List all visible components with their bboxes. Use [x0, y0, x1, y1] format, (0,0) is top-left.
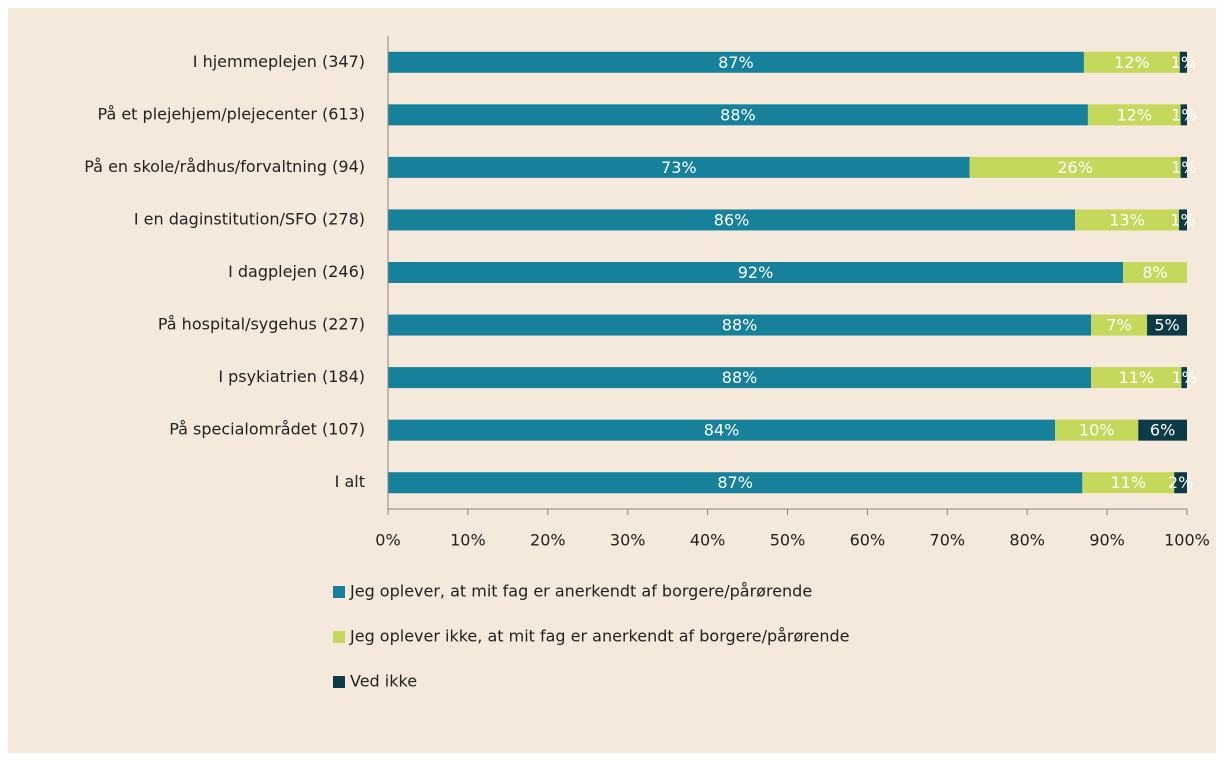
- bar-segment: [1055, 419, 1139, 441]
- legend-swatch: [333, 586, 345, 598]
- data-label: 86%: [714, 210, 750, 229]
- data-label: 5%: [1154, 316, 1179, 335]
- bar-segment: [1138, 419, 1187, 441]
- bar-segment: [1087, 104, 1181, 126]
- data-label: 87%: [717, 473, 753, 492]
- data-label: 12%: [1116, 105, 1152, 124]
- x-tick-label: 60%: [850, 531, 886, 550]
- y-tick-label: I dagplejen (246): [228, 262, 365, 281]
- bar-segment: [388, 472, 1083, 494]
- x-tick-label: 40%: [690, 531, 726, 550]
- bar-segment: [1180, 104, 1187, 126]
- y-tick-label: På et plejehjem/plejecenter (613): [98, 104, 365, 123]
- data-label: 10%: [1079, 421, 1115, 440]
- data-label: 11%: [1110, 473, 1146, 492]
- data-label: 84%: [704, 421, 740, 440]
- y-tick-label: I hjemmeplejen (347): [193, 52, 365, 71]
- bar-segment: [1180, 156, 1187, 178]
- bar-segment: [388, 156, 970, 178]
- data-label: 73%: [661, 158, 697, 177]
- bar-segment: [1179, 51, 1187, 73]
- bar-segment: [388, 314, 1092, 336]
- y-tick-label: På en skole/rådhus/forvaltning (94): [84, 157, 365, 176]
- y-tick-label: På hospital/sygehus (227): [158, 315, 365, 334]
- data-label: 1%: [1171, 158, 1196, 177]
- bar-segment: [1181, 367, 1187, 389]
- data-label: 1%: [1172, 368, 1197, 387]
- bar-segment: [388, 262, 1124, 283]
- bar-segment: [1075, 209, 1180, 231]
- data-label: 2%: [1168, 473, 1193, 492]
- data-label: 11%: [1118, 368, 1154, 387]
- data-label: 7%: [1106, 316, 1131, 335]
- data-label: 13%: [1109, 210, 1145, 229]
- data-label: 6%: [1150, 421, 1175, 440]
- data-label: 1%: [1170, 210, 1195, 229]
- legend-label: Jeg oplever, at mit fag er anerkendt af …: [349, 582, 812, 601]
- bar-segment: [1083, 51, 1180, 73]
- bar-segment: [1123, 262, 1187, 283]
- y-tick-label: I alt: [335, 472, 365, 491]
- legend-label: Jeg oplever ikke, at mit fag er anerkend…: [349, 627, 850, 646]
- data-label: 88%: [722, 368, 758, 387]
- data-label: 26%: [1057, 158, 1093, 177]
- data-label: 1%: [1171, 105, 1196, 124]
- legend-swatch: [333, 631, 345, 643]
- data-label: 1%: [1171, 53, 1196, 72]
- x-tick-label: 80%: [1009, 531, 1045, 550]
- x-tick-label: 0%: [375, 531, 400, 550]
- x-tick-label: 20%: [530, 531, 566, 550]
- bar-segment: [1147, 314, 1187, 336]
- x-tick-label: 90%: [1089, 531, 1125, 550]
- bar-segment: [388, 367, 1092, 389]
- legend-swatch: [333, 676, 345, 688]
- x-tick-label: 50%: [770, 531, 806, 550]
- data-label: 92%: [738, 263, 774, 282]
- bar-segment: [388, 104, 1088, 126]
- data-label: 87%: [718, 53, 754, 72]
- y-tick-label: I psykiatrien (184): [218, 367, 365, 386]
- data-label: 8%: [1142, 263, 1167, 282]
- bar-segment: [1091, 367, 1182, 389]
- data-label: 88%: [720, 105, 756, 124]
- data-label: 12%: [1114, 53, 1150, 72]
- bar-segment: [1082, 472, 1175, 494]
- y-tick-label: I en daginstitution/SFO (278): [134, 209, 365, 228]
- bar-segment: [388, 209, 1076, 231]
- bar-segment: [969, 156, 1181, 178]
- x-tick-label: 10%: [450, 531, 486, 550]
- bar-segment: [1091, 314, 1148, 336]
- data-label: 88%: [722, 316, 758, 335]
- bar-segment: [388, 419, 1056, 441]
- x-tick-label: 100%: [1164, 531, 1210, 550]
- bar-segment: [1174, 472, 1187, 494]
- bar-segment: [1179, 209, 1187, 231]
- y-tick-label: På specialområdet (107): [169, 420, 365, 439]
- x-tick-label: 70%: [930, 531, 966, 550]
- x-tick-label: 30%: [610, 531, 646, 550]
- legend-label: Ved ikke: [350, 672, 417, 691]
- bar-segment: [388, 51, 1084, 73]
